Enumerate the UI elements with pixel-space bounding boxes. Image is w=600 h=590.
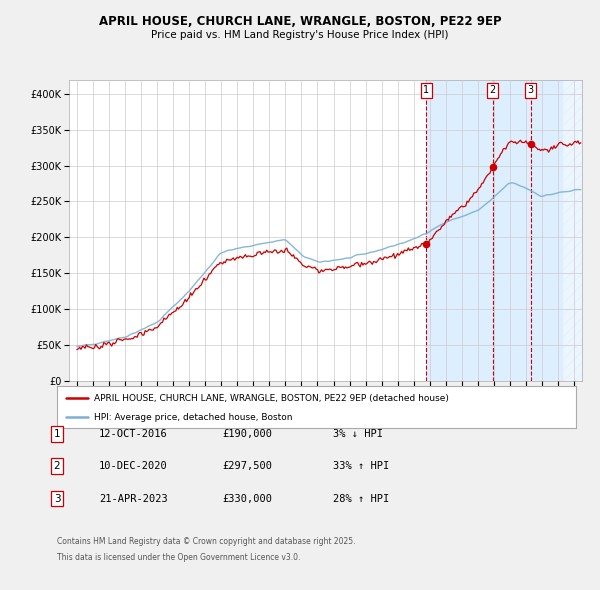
Text: 10-DEC-2020: 10-DEC-2020 <box>99 461 168 471</box>
Text: HPI: Average price, detached house, Boston: HPI: Average price, detached house, Bost… <box>94 413 293 422</box>
Text: 2: 2 <box>53 461 61 471</box>
Text: Price paid vs. HM Land Registry's House Price Index (HPI): Price paid vs. HM Land Registry's House … <box>151 30 449 40</box>
Text: 2: 2 <box>490 86 496 96</box>
Text: £297,500: £297,500 <box>222 461 272 471</box>
Text: 21-APR-2023: 21-APR-2023 <box>99 494 168 503</box>
Bar <box>493 80 531 381</box>
Text: 3% ↓ HPI: 3% ↓ HPI <box>333 429 383 438</box>
Text: 3: 3 <box>528 86 534 96</box>
Bar <box>562 80 582 381</box>
Text: £330,000: £330,000 <box>222 494 272 503</box>
Text: Contains HM Land Registry data © Crown copyright and database right 2025.: Contains HM Land Registry data © Crown c… <box>57 537 355 546</box>
Text: 33% ↑ HPI: 33% ↑ HPI <box>333 461 389 471</box>
Text: APRIL HOUSE, CHURCH LANE, WRANGLE, BOSTON, PE22 9EP (detached house): APRIL HOUSE, CHURCH LANE, WRANGLE, BOSTO… <box>94 394 449 402</box>
Text: 1: 1 <box>53 429 61 438</box>
Text: 3: 3 <box>53 494 61 503</box>
Text: APRIL HOUSE, CHURCH LANE, WRANGLE, BOSTON, PE22 9EP: APRIL HOUSE, CHURCH LANE, WRANGLE, BOSTO… <box>98 15 502 28</box>
Text: This data is licensed under the Open Government Licence v3.0.: This data is licensed under the Open Gov… <box>57 553 301 562</box>
Bar <box>427 80 493 381</box>
Text: 12-OCT-2016: 12-OCT-2016 <box>99 429 168 438</box>
Text: 1: 1 <box>423 86 430 96</box>
Text: 28% ↑ HPI: 28% ↑ HPI <box>333 494 389 503</box>
Bar <box>531 80 562 381</box>
Text: £190,000: £190,000 <box>222 429 272 438</box>
